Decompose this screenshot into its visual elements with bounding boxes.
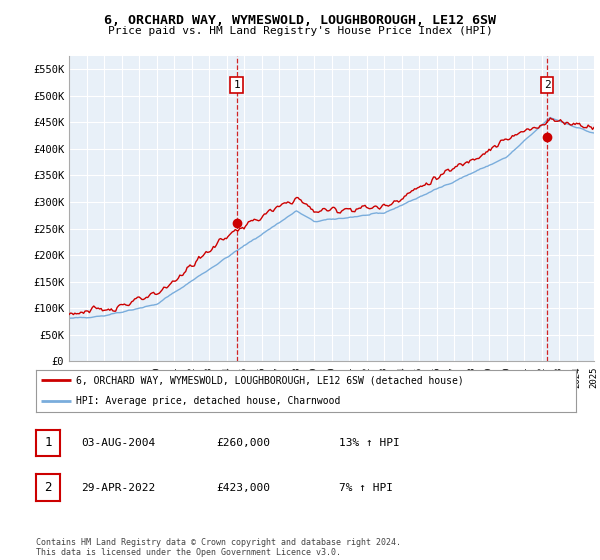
Text: 1: 1 [44, 436, 52, 450]
Text: Price paid vs. HM Land Registry's House Price Index (HPI): Price paid vs. HM Land Registry's House … [107, 26, 493, 36]
Text: 1: 1 [233, 80, 240, 90]
Text: Contains HM Land Registry data © Crown copyright and database right 2024.
This d: Contains HM Land Registry data © Crown c… [36, 538, 401, 557]
Text: £260,000: £260,000 [216, 438, 270, 448]
Text: 7% ↑ HPI: 7% ↑ HPI [339, 483, 393, 493]
Text: 2: 2 [44, 481, 52, 494]
Text: 6, ORCHARD WAY, WYMESWOLD, LOUGHBOROUGH, LE12 6SW: 6, ORCHARD WAY, WYMESWOLD, LOUGHBOROUGH,… [104, 14, 496, 27]
Text: HPI: Average price, detached house, Charnwood: HPI: Average price, detached house, Char… [77, 396, 341, 406]
Text: £423,000: £423,000 [216, 483, 270, 493]
Text: 29-APR-2022: 29-APR-2022 [81, 483, 155, 493]
Text: 13% ↑ HPI: 13% ↑ HPI [339, 438, 400, 448]
Text: 6, ORCHARD WAY, WYMESWOLD, LOUGHBOROUGH, LE12 6SW (detached house): 6, ORCHARD WAY, WYMESWOLD, LOUGHBOROUGH,… [77, 375, 464, 385]
Text: 2: 2 [544, 80, 551, 90]
Text: 03-AUG-2004: 03-AUG-2004 [81, 438, 155, 448]
